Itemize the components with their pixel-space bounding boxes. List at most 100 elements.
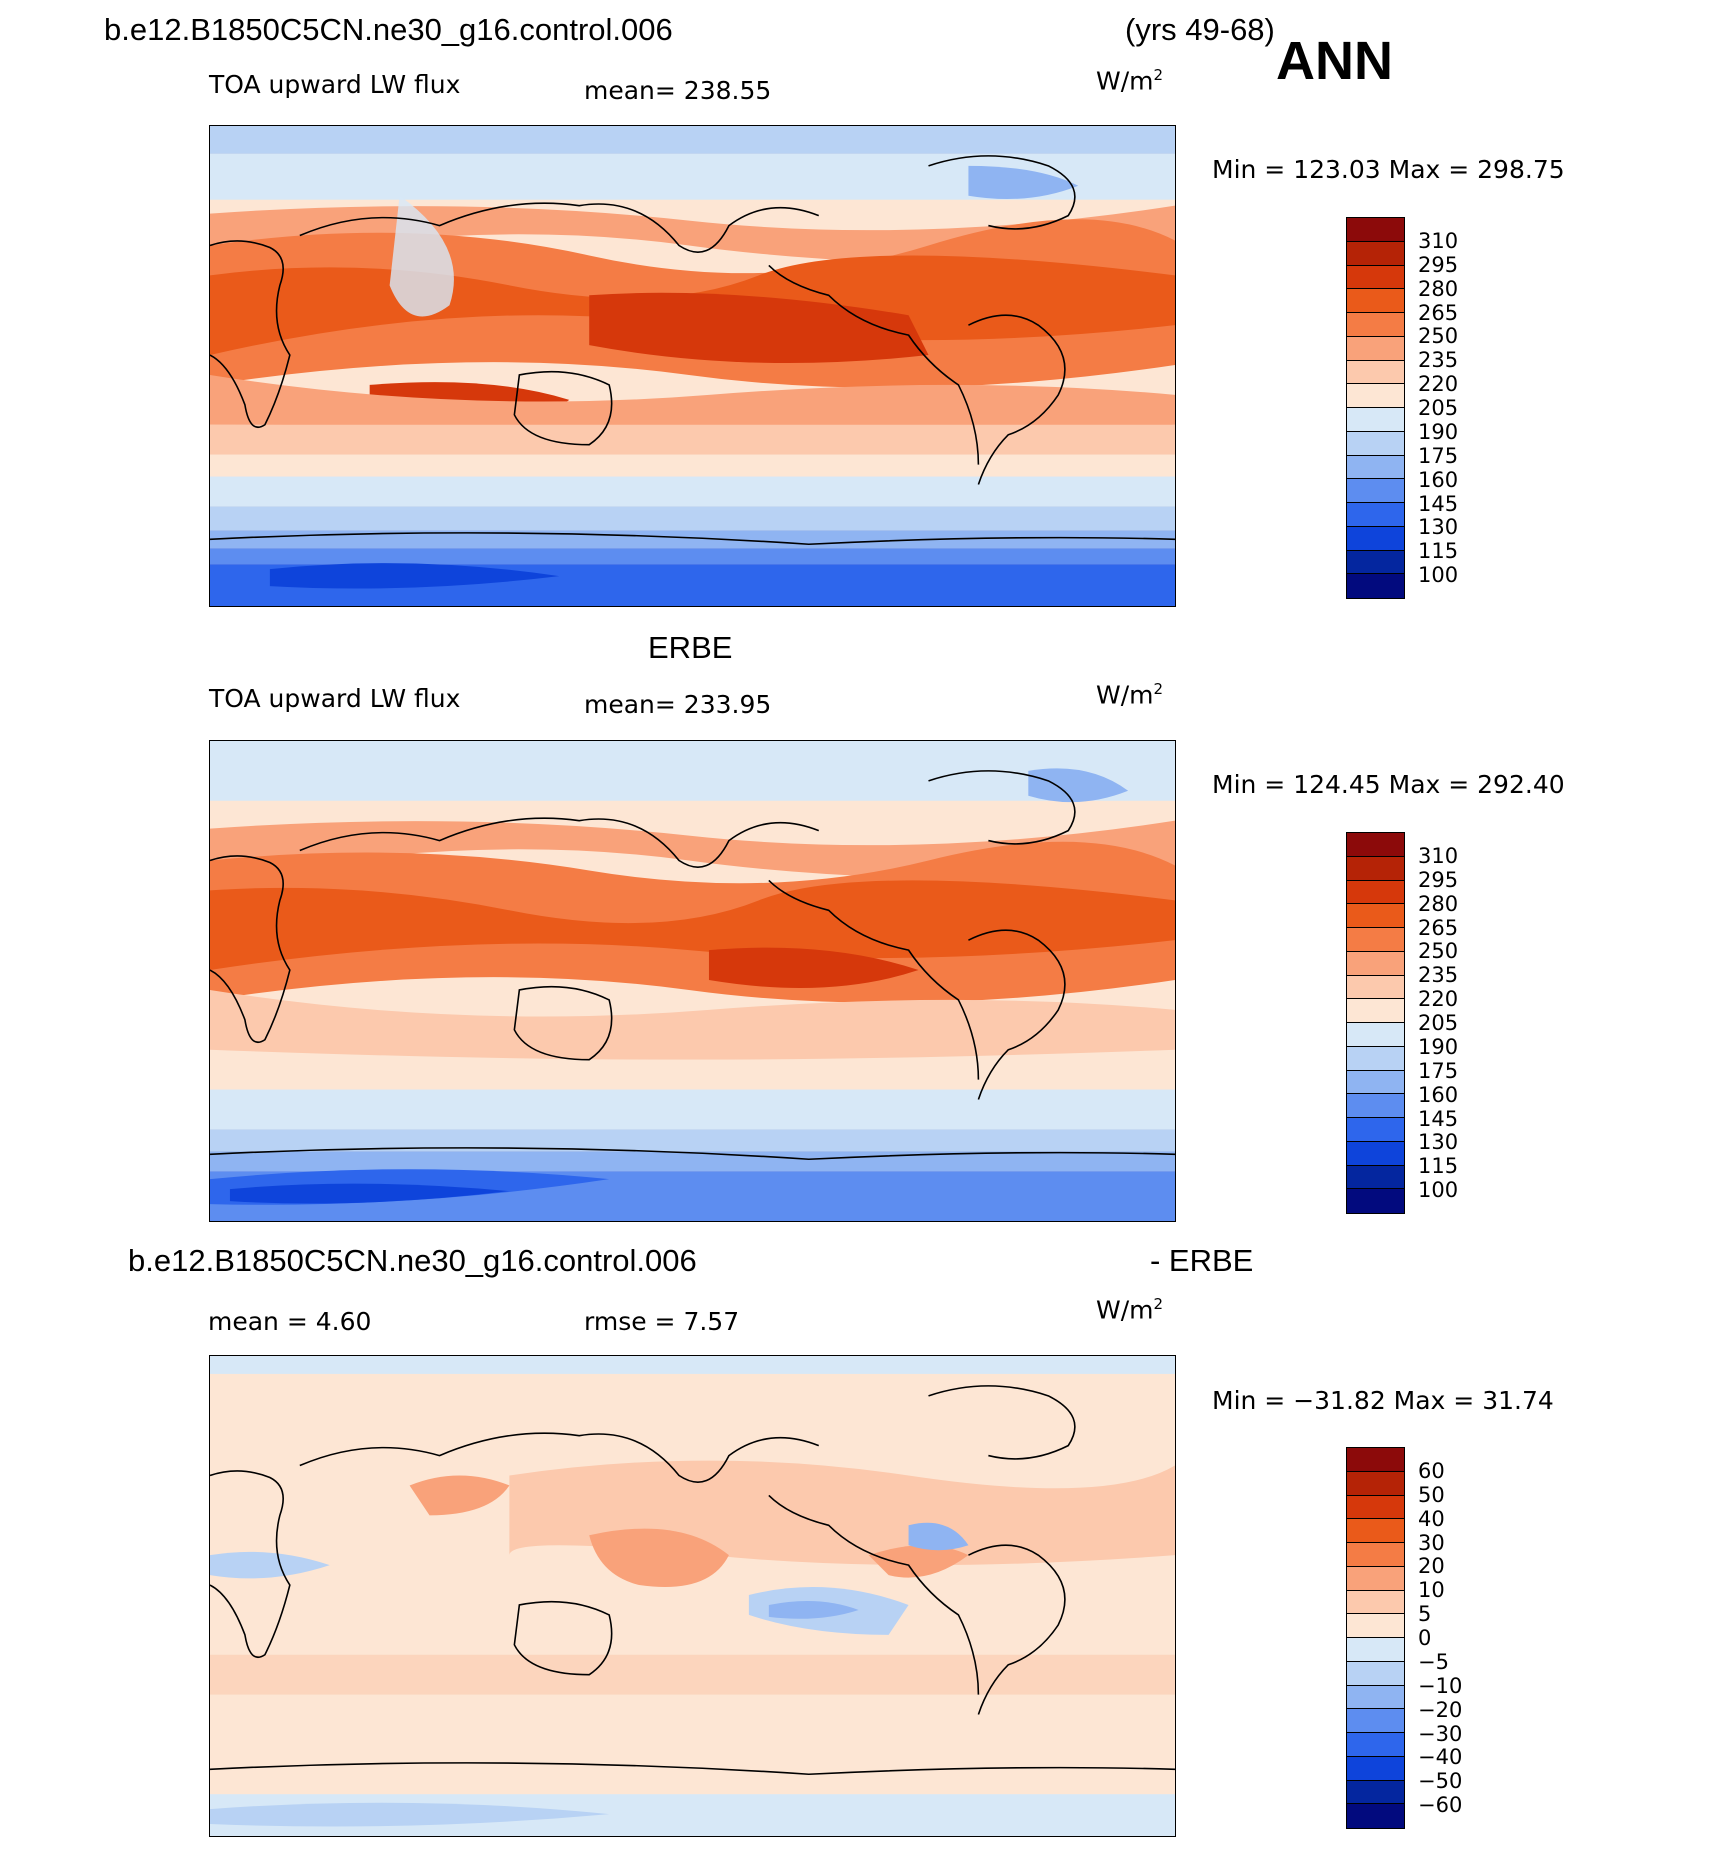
colorbar-swatch [1347, 289, 1404, 313]
colorbar-tick-label: 115 [1418, 1154, 1459, 1179]
minmax-label: Min = 123.03 Max = 298.75 [1212, 155, 1565, 184]
colorbar-swatch [1347, 1519, 1404, 1543]
colorbar-swatch [1347, 1070, 1404, 1095]
colorbar-tick-label: 115 [1418, 539, 1459, 564]
colorbar-tick-label: 40 [1418, 1506, 1445, 1531]
colorbar-swatch [1347, 928, 1404, 952]
colorbar-tick-label: 145 [1418, 1106, 1459, 1131]
contour-map [210, 1356, 1175, 1836]
colorbar-swatch [1347, 1661, 1404, 1686]
colorbar-tick-label: 10 [1418, 1578, 1445, 1603]
colorbar-swatch [1347, 1141, 1404, 1166]
colorbar-swatch [1347, 1566, 1404, 1591]
units-label: W/m2 [1096, 66, 1164, 96]
colorbar-tick-label: 5 [1418, 1602, 1432, 1627]
obs-header: ERBE [648, 630, 733, 665]
colorbar-swatch [1347, 455, 1404, 480]
colorbar-swatch [1347, 1638, 1404, 1662]
colorbar-swatch [1347, 1709, 1404, 1733]
units-label: W/m2 [1096, 680, 1164, 710]
colorbar-tick-label: 205 [1418, 1011, 1459, 1035]
minmax-label: Min = −31.82 Max = 31.74 [1212, 1386, 1554, 1415]
colorbar-swatch [1347, 1780, 1404, 1805]
colorbar-swatch [1347, 241, 1404, 266]
colorbar-model [1346, 217, 1405, 599]
colorbar-tick-label: 0 [1418, 1626, 1432, 1650]
variable-label: TOA upward LW flux [209, 684, 461, 713]
colorbar-swatch [1347, 1590, 1404, 1615]
colorbar-obs [1346, 832, 1405, 1214]
colorbar-tick-label: −30 [1418, 1721, 1463, 1746]
colorbar-swatch [1347, 503, 1404, 527]
colorbar-tick-label: 280 [1418, 276, 1459, 301]
mean-label: mean= 238.55 [584, 76, 772, 105]
colorbar-tick-label: 145 [1418, 491, 1459, 516]
colorbar-swatch [1347, 856, 1404, 881]
colorbar-tick-label: 265 [1418, 915, 1459, 940]
map-model [209, 125, 1176, 607]
colorbar-tick-label: 190 [1418, 1034, 1459, 1059]
colorbar-tick-label: 310 [1418, 228, 1459, 253]
minmax-label: Min = 124.45 Max = 292.40 [1212, 770, 1565, 799]
colorbar-tick-label: 280 [1418, 891, 1459, 916]
colorbar-tick-label: 160 [1418, 467, 1459, 492]
colorbar-tick-label: 30 [1418, 1530, 1445, 1555]
colorbar-swatch [1347, 431, 1404, 456]
map-diff [209, 1355, 1176, 1837]
colorbar-swatch [1347, 526, 1404, 551]
colorbar-tick-label: 190 [1418, 419, 1459, 444]
colorbar-swatch [1347, 550, 1404, 575]
diff-header-right: - ERBE [1150, 1243, 1254, 1278]
colorbar-swatch [1347, 1804, 1404, 1828]
colorbar-tick-label: −5 [1418, 1649, 1449, 1674]
colorbar-tick-label: 130 [1418, 1130, 1459, 1155]
colorbar-tick-label: 220 [1418, 987, 1459, 1012]
colorbar-tick-label: −20 [1418, 1697, 1463, 1722]
season-label: ANN [1276, 31, 1393, 91]
colorbar-tick-label: 205 [1418, 396, 1459, 420]
colorbar-tick-label: 295 [1418, 867, 1459, 892]
colorbar-swatch [1347, 1543, 1404, 1567]
colorbar-swatch [1347, 265, 1404, 290]
colorbar-swatch [1347, 904, 1404, 928]
colorbar-swatch [1347, 1495, 1404, 1520]
colorbar-swatch [1347, 336, 1404, 361]
colorbar-swatch [1347, 218, 1404, 242]
colorbar-swatch [1347, 384, 1404, 408]
colorbar-swatch [1347, 574, 1404, 598]
colorbar-tick-label: 100 [1418, 1178, 1459, 1203]
colorbar-swatch [1347, 1189, 1404, 1213]
colorbar-swatch [1347, 1685, 1404, 1710]
colorbar-tick-label: −50 [1418, 1769, 1463, 1794]
colorbar-swatch [1347, 1448, 1404, 1472]
diff-header: b.e12.B1850C5CN.ne30_g16.control.006 [128, 1243, 697, 1278]
colorbar-tick-label: 235 [1418, 348, 1459, 373]
colorbar-tick-label: 250 [1418, 939, 1459, 964]
colorbar-tick-label: 175 [1418, 1058, 1459, 1083]
colorbar-diff [1346, 1447, 1405, 1829]
colorbar-tick-label: 250 [1418, 324, 1459, 349]
colorbar-swatch [1347, 313, 1404, 337]
colorbar-swatch [1347, 1118, 1404, 1142]
colorbar-swatch [1347, 1733, 1404, 1757]
colorbar-swatch [1347, 360, 1404, 385]
colorbar-swatch [1347, 1094, 1404, 1118]
colorbar-tick-label: 175 [1418, 443, 1459, 468]
colorbar-tick-label: 235 [1418, 963, 1459, 988]
colorbar-tick-label: 60 [1418, 1458, 1445, 1483]
units-label: W/m2 [1096, 1295, 1164, 1325]
colorbar-swatch [1347, 408, 1404, 432]
colorbar-tick-label: −10 [1418, 1673, 1463, 1698]
colorbar-tick-label: −60 [1418, 1793, 1463, 1818]
colorbar-tick-label: 100 [1418, 563, 1459, 588]
colorbar-tick-label: 130 [1418, 515, 1459, 540]
map-obs [209, 740, 1176, 1222]
colorbar-swatch [1347, 1165, 1404, 1190]
colorbar-tick-label: 50 [1418, 1482, 1445, 1507]
colorbar-tick-label: 295 [1418, 252, 1459, 277]
mean-label: mean = 4.60 [208, 1307, 372, 1336]
years-label: (yrs 49-68) [1125, 12, 1275, 47]
colorbar-tick-label: −40 [1418, 1745, 1463, 1770]
colorbar-swatch [1347, 1023, 1404, 1047]
colorbar-tick-label: 20 [1418, 1554, 1445, 1579]
